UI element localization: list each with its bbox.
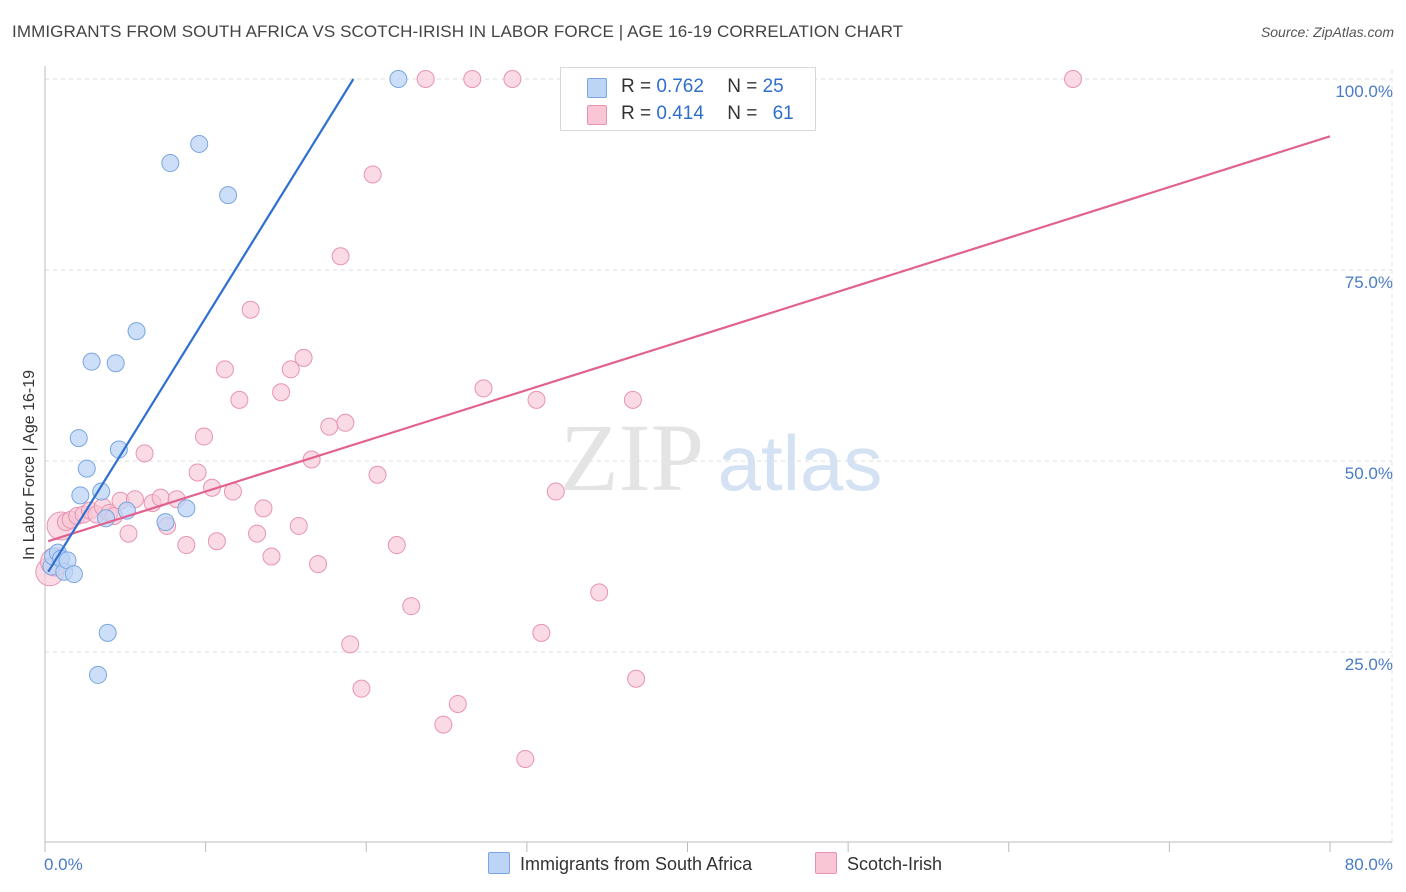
tick-labels: 25.0% 50.0% 75.0% 100.0% 0.0% 80.0% (44, 82, 1393, 874)
scotch-irish-point (627, 669, 646, 688)
south-africa-point (89, 665, 108, 684)
scotch-irish-point (363, 165, 382, 184)
bottom-legend-scotch-irish: Scotch-Irish (815, 852, 942, 875)
scotch-irish-point (368, 465, 387, 484)
legend-n-label: N = (727, 76, 763, 97)
scotch-irish-point (320, 417, 339, 436)
south-africa-point (98, 623, 117, 642)
y-tick-label: 75.0% (1345, 273, 1393, 292)
scotch-irish-point (281, 360, 300, 379)
scotch-irish-point (241, 300, 260, 319)
legend-r-value: 0.762 (656, 76, 704, 97)
bottom-legend-label: Scotch-Irish (847, 854, 943, 874)
scotch-irish-point (352, 679, 371, 698)
scotch-irish-point (527, 390, 546, 409)
scotch-irish-point (289, 516, 308, 535)
scotch-irish-point (272, 383, 291, 402)
bottom-legend-swatch-blue (488, 852, 510, 874)
legend-row-south-africa: R = 0.762 N = 25 (587, 76, 784, 98)
scotch-irish-point (463, 70, 482, 88)
scotch-irish-point (448, 694, 467, 713)
legend-r-label: R = (621, 76, 657, 97)
source-label: Source: ZipAtlas.com (1260, 24, 1394, 40)
y-tick-label: 25.0% (1345, 655, 1393, 674)
scotch-irish-point (532, 623, 551, 642)
scotch-irish-point (188, 463, 207, 482)
scotch-irish-point (119, 524, 138, 543)
scotch-irish-point (546, 482, 565, 501)
legend-row-scotch-irish: R = 0.414 N = 61 (587, 103, 794, 125)
scotch-irish-point (215, 360, 234, 379)
stats-legend: R = 0.762 N = 25 R = 0.414 N = 61 (560, 67, 816, 131)
x-tick-label-start: 0.0% (44, 855, 83, 874)
legend-n-value: 61 (772, 103, 794, 124)
south-africa-point (156, 513, 175, 532)
south-africa-point (389, 70, 408, 88)
scotch-irish-points (35, 70, 1082, 768)
scotch-irish-point (341, 635, 360, 654)
scotch-irish-point (262, 547, 281, 566)
scotch-irish-point (474, 379, 493, 398)
scotch-irish-point (135, 444, 154, 463)
scotch-irish-point (503, 70, 522, 88)
legend-r-value: 0.414 (656, 103, 704, 124)
y-tick-label: 100.0% (1335, 82, 1393, 101)
watermark-zip: ZIP (560, 404, 704, 511)
scotch-irish-point (248, 524, 267, 543)
legend-r-label: R = (621, 103, 657, 124)
south-africa-trend-line (47, 78, 355, 573)
south-africa-point (69, 429, 88, 448)
scotch-irish-point (207, 532, 226, 551)
south-africa-point (92, 482, 111, 501)
axes (44, 66, 1392, 852)
scotch-irish-point (230, 390, 249, 409)
scotch-irish-point (434, 715, 453, 734)
x-tick-label-end: 80.0% (1345, 855, 1393, 874)
legend-swatch-blue (587, 78, 607, 98)
bottom-legend-swatch-pink (815, 852, 837, 874)
scotch-irish-point (402, 597, 421, 616)
scotch-irish-trend-line (47, 135, 1331, 543)
scotch-irish-point (336, 413, 355, 432)
watermark-atlas: atlas (718, 419, 883, 507)
scotch-irish-point (331, 247, 350, 266)
south-africa-point (161, 154, 180, 173)
scotch-irish-point (177, 536, 196, 555)
south-africa-point (82, 352, 101, 371)
scotch-irish-point (416, 70, 435, 88)
scotch-irish-point (294, 348, 313, 367)
legend-n-label: N = (727, 103, 763, 124)
scotch-irish-point (254, 499, 273, 518)
bottom-legend-south-africa: Immigrants from South Africa (488, 852, 752, 875)
south-africa-point (127, 322, 146, 341)
legend-n-value: 25 (762, 76, 784, 97)
south-africa-point (64, 565, 83, 584)
chart-title: IMMIGRANTS FROM SOUTH AFRICA VS SCOTCH-I… (12, 22, 904, 41)
south-africa-point (77, 459, 96, 478)
south-africa-point (71, 486, 90, 505)
scotch-irish-point (302, 450, 321, 469)
scotch-irish-point (387, 536, 406, 555)
scotch-irish-point (195, 427, 214, 446)
south-africa-point (177, 499, 196, 518)
watermark: ZIP atlas (560, 404, 882, 511)
legend-swatch-pink (587, 105, 607, 125)
scotch-irish-point (623, 390, 642, 409)
y-tick-label: 50.0% (1345, 464, 1393, 483)
south-africa-point (106, 354, 125, 373)
y-axis-title: In Labor Force | Age 16-19 (21, 370, 38, 560)
bottom-legend-label: Immigrants from South Africa (520, 854, 753, 874)
scotch-irish-point (590, 583, 609, 602)
scotch-irish-point (516, 749, 535, 768)
trend-lines (47, 78, 1331, 573)
south-africa-point (190, 134, 209, 153)
scotch-irish-point (309, 555, 328, 574)
south-africa-point (219, 186, 238, 205)
scotch-irish-point (1064, 70, 1082, 88)
gridlines (45, 70, 1393, 842)
